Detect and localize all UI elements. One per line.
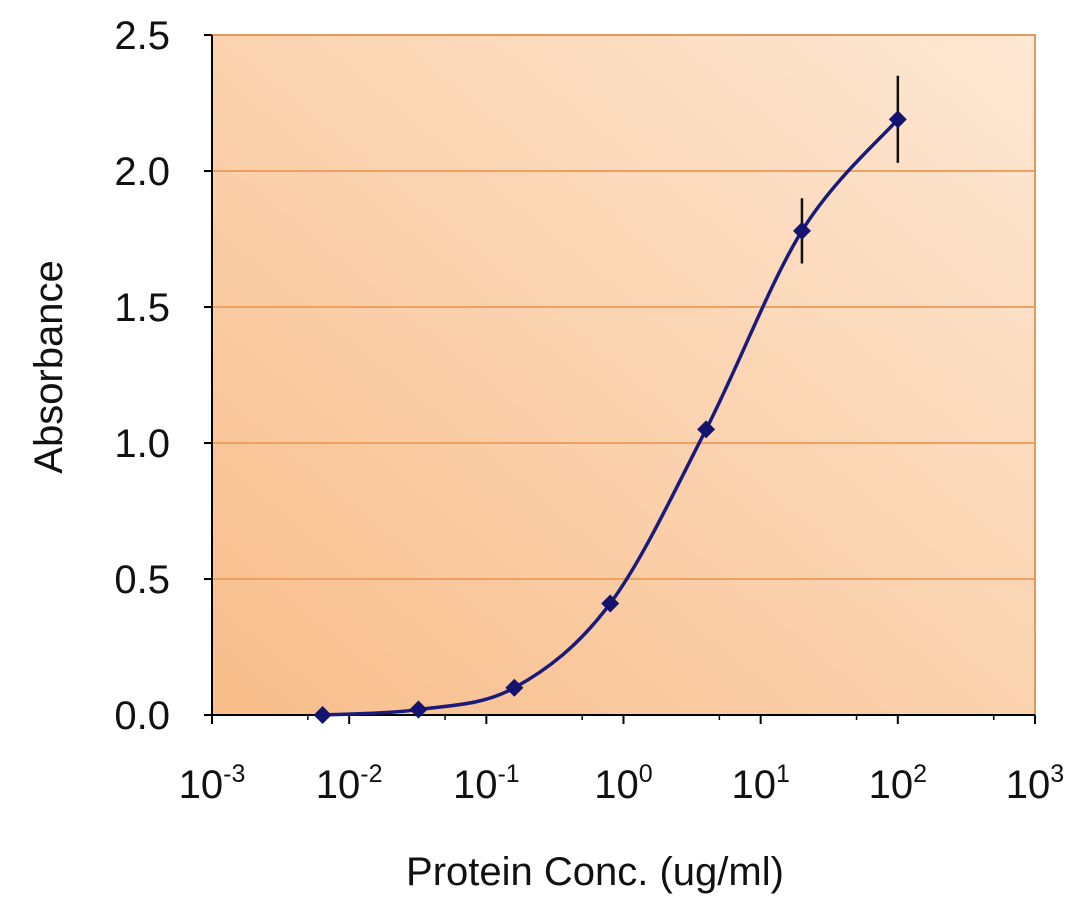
data-point-5 xyxy=(792,221,811,240)
x-tick-label-2: 10-1 xyxy=(453,760,520,807)
y-tick-label-0: 0.0 xyxy=(114,694,170,738)
data-point-3 xyxy=(601,594,620,613)
data-point-0 xyxy=(313,706,332,724)
y-tick-label-1: 0.5 xyxy=(114,558,170,602)
grid-layer xyxy=(212,170,1035,580)
x-tick-label-3: 100 xyxy=(594,760,652,807)
x-tick-labels: 10-3 10-2 10-1 100 101 102 103 xyxy=(179,760,1065,807)
x-tick-label-1: 10-2 xyxy=(316,760,383,807)
x-tick-label-6: 103 xyxy=(1006,760,1064,807)
x-tick-label-4: 101 xyxy=(731,760,789,807)
x-axis-title: Protein Conc. (ug/ml) xyxy=(406,850,784,894)
y-tick-labels: 0.0 0.5 1.0 1.5 2.0 2.5 xyxy=(114,14,170,738)
y-tick-label-5: 2.5 xyxy=(114,14,170,58)
y-tick-label-4: 2.0 xyxy=(114,150,170,194)
data-point-2 xyxy=(505,678,524,697)
y-tick-label-2: 1.0 xyxy=(114,422,170,466)
x-tick-label-5: 102 xyxy=(869,760,927,807)
y-axis-title: Absorbance xyxy=(27,260,71,473)
plot-area xyxy=(212,35,1035,715)
x-tick-label-0: 10-3 xyxy=(179,760,246,807)
data-point-6 xyxy=(888,110,907,129)
data-point-1 xyxy=(409,700,428,719)
series-layer xyxy=(313,75,907,724)
y-tick-label-3: 1.5 xyxy=(114,286,170,330)
data-point-4 xyxy=(697,420,716,439)
